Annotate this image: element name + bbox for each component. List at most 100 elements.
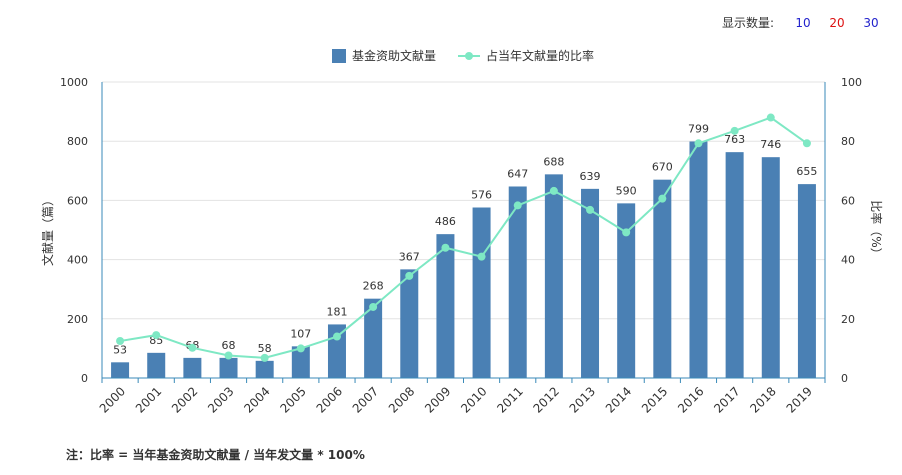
- x-tick-label: 2011: [494, 384, 525, 415]
- bar: [400, 269, 419, 378]
- x-tick-label: 2018: [747, 384, 778, 415]
- bar: [544, 174, 563, 378]
- display-count-option-10[interactable]: 10: [795, 15, 811, 30]
- bar-value-label: 486: [435, 215, 456, 228]
- x-tick-label: 2019: [784, 384, 815, 415]
- display-count-option-30[interactable]: 30: [863, 15, 879, 30]
- y2-tick-label: 60: [841, 194, 855, 207]
- bar-value-label: 576: [471, 189, 492, 202]
- ratio-line: [119, 116, 808, 359]
- x-tick-label: 2007: [350, 384, 381, 415]
- legend-line-marker: [465, 52, 473, 60]
- x-tick-label: 2001: [133, 384, 164, 415]
- ratio-point: [188, 343, 197, 352]
- y2-tick-label: 40: [841, 254, 855, 267]
- bar-value-label: 268: [363, 280, 384, 293]
- ratio-point: [369, 302, 378, 311]
- ratio-point: [549, 186, 558, 195]
- bar-value-label: 367: [399, 250, 420, 263]
- ratio-point: [802, 139, 811, 148]
- bar-value-label: 58: [258, 342, 272, 355]
- ratio-point: [296, 344, 305, 353]
- x-tick-label: 2004: [241, 384, 272, 415]
- bar: [364, 298, 383, 378]
- bar: [291, 346, 310, 378]
- ratio-point: [224, 351, 233, 360]
- bar: [797, 184, 816, 378]
- display-count-label: 显示数量:: [721, 16, 774, 30]
- bar: [255, 360, 274, 378]
- y2-tick-label: 20: [841, 313, 855, 326]
- bar: [219, 357, 238, 378]
- y-tick-label: 600: [67, 194, 88, 207]
- x-tick-label: 2009: [422, 384, 453, 415]
- ratio-point: [116, 337, 125, 345]
- bar: [581, 188, 600, 378]
- bar: [689, 141, 708, 378]
- bar: [183, 357, 202, 378]
- ratio-point: [730, 126, 739, 135]
- ratio-point: [260, 353, 269, 362]
- y-tick-label: 800: [67, 135, 88, 148]
- bar: [472, 207, 491, 378]
- y2-tick-label: 80: [841, 135, 855, 148]
- ratio-point: [441, 243, 450, 252]
- bar: [436, 234, 455, 378]
- y-tick-label: 1000: [60, 76, 88, 89]
- ratio-point: [152, 331, 161, 340]
- ratio-point: [332, 332, 341, 341]
- legend-line-label: 占当年文献量的比率: [486, 48, 594, 63]
- x-tick-label: 2016: [675, 384, 706, 415]
- ratio-point: [658, 194, 667, 203]
- x-tick-label: 2000: [97, 384, 128, 415]
- bar-value-label: 647: [507, 167, 528, 180]
- bar-value-label: 746: [760, 138, 781, 151]
- ratio-point: [405, 271, 414, 280]
- x-tick-label: 2002: [169, 384, 200, 415]
- x-tick-label: 2008: [386, 384, 417, 415]
- x-tick-label: 2003: [205, 384, 236, 415]
- y-tick-label: 0: [81, 372, 88, 385]
- bar-value-label: 53: [113, 343, 127, 356]
- ratio-point: [586, 205, 595, 214]
- bar-value-label: 799: [688, 122, 709, 135]
- bar: [111, 362, 130, 378]
- y2-tick-label: 0: [841, 372, 848, 385]
- ratio-point: [513, 201, 522, 210]
- x-tick-label: 2014: [603, 384, 634, 415]
- y-axis-title: 文献量（篇）: [40, 194, 55, 266]
- display-count-selector: 显示数量: 10 20 30: [722, 14, 888, 31]
- ratio-point: [694, 139, 703, 148]
- y2-axis-title: 比率（%）: [869, 200, 884, 259]
- bar-value-label: 688: [543, 155, 564, 168]
- ratio-point: [477, 252, 486, 261]
- x-tick-label: 2005: [277, 384, 308, 415]
- ratio-point: [622, 228, 631, 237]
- y2-tick-label: 100: [841, 76, 862, 89]
- x-tick-label: 2017: [711, 384, 742, 415]
- legend-bar-label: 基金资助文献量: [352, 48, 436, 63]
- ratio-point: [766, 113, 775, 122]
- bar-value-label: 655: [796, 165, 817, 178]
- y-tick-label: 400: [67, 254, 88, 267]
- legend-bar-swatch: [332, 49, 346, 63]
- bar-value-label: 107: [290, 327, 311, 340]
- bar: [508, 186, 527, 378]
- y-tick-label: 200: [67, 313, 88, 326]
- chart-footnote: 注：比率 = 当年基金资助文献量 / 当年发文量 * 100%: [66, 448, 365, 462]
- bar: [147, 352, 166, 378]
- x-tick-label: 2012: [530, 384, 561, 415]
- bar: [761, 157, 780, 378]
- bar: [725, 152, 744, 378]
- bar-value-label: 68: [222, 339, 236, 352]
- x-tick-label: 2006: [314, 384, 345, 415]
- display-count-option-20[interactable]: 20: [829, 15, 845, 30]
- bar: [617, 203, 636, 378]
- funding-chart: 0 200 400 600 800 1000 0 20 40 60 80 100 文献量（篇） 比率（%）…: [40, 48, 884, 416]
- x-tick-label: 2010: [458, 384, 489, 415]
- bar-value-label: 763: [724, 133, 745, 146]
- bar-value-label: 670: [652, 161, 673, 174]
- x-tick-label: 2013: [567, 384, 598, 415]
- bar-value-label: 639: [580, 170, 601, 183]
- bar-value-label: 181: [326, 305, 347, 318]
